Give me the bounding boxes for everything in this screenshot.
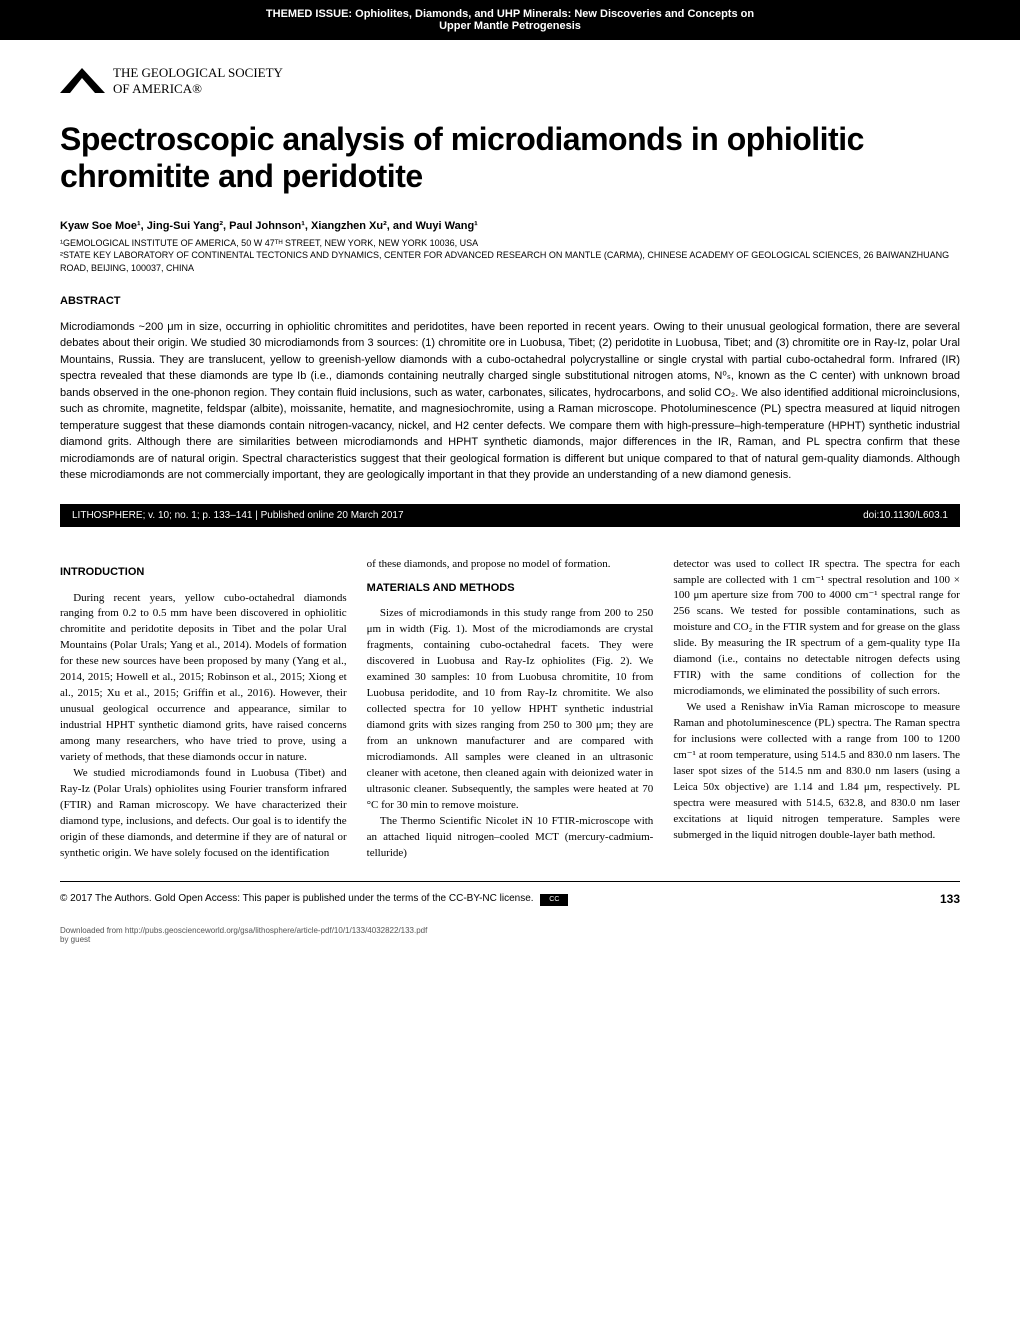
methods-paragraph-1: Sizes of microdiamonds in this study ran… (367, 606, 654, 813)
doi: doi:10.1130/L603.1 (863, 510, 948, 521)
article-title: Spectroscopic analysis of microdiamonds … (0, 106, 1020, 205)
authors-list: Kyaw Soe Moe¹, Jing-Sui Yang², Paul John… (0, 205, 1020, 237)
methods-heading: MATERIALS AND METHODS (367, 581, 654, 597)
citation-info: LITHOSPHERE; v. 10; no. 1; p. 133–141 | … (72, 510, 404, 521)
affiliation-1: ¹GEMOLOGICAL INSTITUTE OF AMERICA, 50 W … (60, 237, 960, 250)
banner-line2: Upper Mantle Petrogenesis (439, 20, 581, 32)
copyright-text: © 2017 The Authors. Gold Open Access: Th… (60, 893, 534, 904)
intro-paragraph-1: During recent years, yellow cubo-octahed… (60, 591, 347, 766)
affiliations: ¹GEMOLOGICAL INSTITUTE OF AMERICA, 50 W … (0, 237, 1020, 295)
column2-continuation: of these diamonds, and propose no model … (367, 557, 654, 573)
copyright-notice: © 2017 The Authors. Gold Open Access: Th… (60, 893, 568, 906)
gsa-logo-icon (60, 68, 105, 93)
download-note: Downloaded from http://pubs.geosciencewo… (0, 926, 1020, 954)
methods-paragraph-2: The Thermo Scientific Nicolet iN 10 FTIR… (367, 814, 654, 862)
banner-line1: THEMED ISSUE: Ophiolites, Diamonds, and … (266, 8, 754, 20)
column3-continuation: detector was used to collect IR spectra.… (673, 557, 960, 700)
themed-issue-banner: THEMED ISSUE: Ophiolites, Diamonds, and … (0, 0, 1020, 40)
article-body: INTRODUCTION During recent years, yellow… (0, 547, 1020, 882)
intro-paragraph-2: We studied microdiamonds found in Luobus… (60, 766, 347, 862)
download-by: by guest (60, 935, 960, 944)
introduction-heading: INTRODUCTION (60, 565, 347, 581)
page-number: 133 (940, 892, 960, 906)
abstract-section: ABSTRACT Microdiamonds ~200 μm in size, … (0, 295, 1020, 484)
footer-divider (60, 881, 960, 892)
affiliation-2: ²STATE KEY LABORATORY OF CONTINENTAL TEC… (60, 249, 960, 274)
gsa-logo-text: THE GEOLOGICAL SOCIETY OF AMERICA® (113, 65, 283, 96)
download-url: Downloaded from http://pubs.geosciencewo… (60, 926, 960, 935)
abstract-heading: ABSTRACT (60, 295, 960, 307)
logo-line2: OF AMERICA® (113, 81, 202, 96)
footer: © 2017 The Authors. Gold Open Access: Th… (0, 892, 1020, 926)
column3-paragraph-2: We used a Renishaw inVia Raman microscop… (673, 700, 960, 843)
cc-license-badge: CC (540, 894, 568, 906)
publisher-logo: THE GEOLOGICAL SOCIETY OF AMERICA® (0, 40, 1020, 106)
logo-line1: THE GEOLOGICAL SOCIETY (113, 65, 283, 80)
citation-bar: LITHOSPHERE; v. 10; no. 1; p. 133–141 | … (60, 504, 960, 527)
abstract-text: Microdiamonds ~200 μm in size, occurring… (60, 319, 960, 484)
